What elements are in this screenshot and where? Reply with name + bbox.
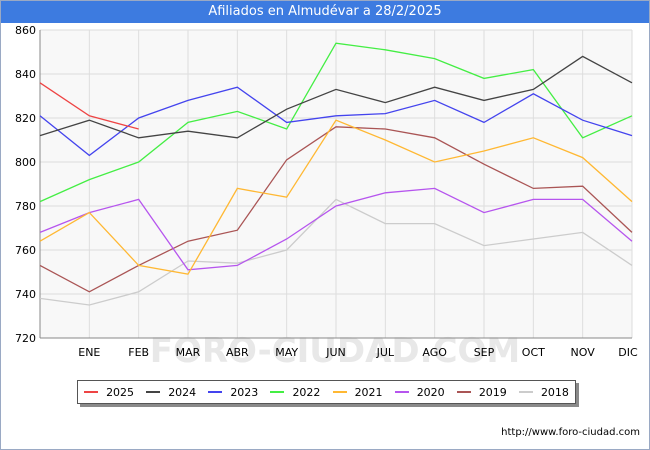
legend-swatch bbox=[332, 391, 347, 393]
x-tick-label: OCT bbox=[522, 346, 545, 359]
y-tick-label: 820 bbox=[15, 112, 36, 125]
series-line-2025 bbox=[39, 82, 139, 130]
y-tick-label: 760 bbox=[15, 244, 36, 257]
legend-swatch bbox=[518, 391, 533, 393]
y-tick-label: 740 bbox=[15, 288, 36, 301]
legend-item-2025: 2025 bbox=[84, 386, 134, 399]
legend-label: 2024 bbox=[168, 385, 197, 399]
x-tick-label: JUN bbox=[325, 346, 346, 359]
legend-item-2020: 2020 bbox=[394, 385, 445, 399]
legend-item-2019: 2019 bbox=[456, 385, 507, 399]
x-tick-label: AGO bbox=[422, 346, 447, 359]
legend-swatch bbox=[208, 391, 223, 393]
chart-title: Afiliados en Almudévar a 28/2/2025 bbox=[1, 1, 649, 23]
legend-label: 2018 bbox=[540, 385, 569, 399]
series-line-2023 bbox=[39, 86, 633, 157]
legend-swatch bbox=[270, 391, 285, 393]
series-line-2018 bbox=[39, 198, 633, 306]
x-tick-label: NOV bbox=[571, 346, 596, 359]
x-tick-label: JUL bbox=[376, 346, 395, 359]
y-tick-label: 800 bbox=[15, 156, 36, 169]
x-tick-label: MAR bbox=[176, 346, 201, 359]
series-line-2020 bbox=[39, 187, 633, 271]
y-tick-label: 720 bbox=[15, 332, 36, 345]
legend-swatch bbox=[394, 391, 409, 393]
legend-item-2021: 2021 bbox=[332, 385, 383, 399]
legend-item-2023: 2023 bbox=[208, 386, 258, 399]
legend-item-2022: 2022 bbox=[270, 386, 320, 399]
x-tick-label: MAY bbox=[275, 346, 298, 359]
legend-label: 2025 bbox=[106, 385, 135, 399]
y-tick-label: 840 bbox=[15, 68, 36, 81]
x-tick-label: SEP bbox=[474, 346, 495, 359]
source-url: http://www.foro-ciudad.com bbox=[501, 427, 640, 438]
legend-label: 2023 bbox=[230, 385, 259, 399]
legend-label: 2021 bbox=[354, 385, 383, 399]
series-line-2021 bbox=[39, 119, 633, 275]
y-tick-label: 860 bbox=[15, 24, 36, 37]
legend-swatch bbox=[146, 391, 161, 393]
series-line-2022 bbox=[39, 42, 633, 203]
x-tick-label: DIC bbox=[618, 346, 638, 359]
legend-swatch bbox=[84, 391, 99, 393]
legend-item-2018: 2018 bbox=[518, 385, 569, 399]
y-tick-label: 780 bbox=[15, 200, 36, 213]
chart-legend: 2025 2024 2023 2022 2021 2020 2019 2018 bbox=[77, 380, 576, 404]
legend-item-2024: 2024 bbox=[146, 386, 196, 399]
series-line-2024 bbox=[39, 55, 633, 139]
legend-label: 2019 bbox=[478, 385, 507, 399]
legend-swatch bbox=[456, 391, 471, 393]
legend-label: 2020 bbox=[416, 385, 445, 399]
x-tick-label: ENE bbox=[78, 346, 100, 359]
legend-label: 2022 bbox=[292, 385, 321, 399]
x-tick-label: ABR bbox=[226, 346, 249, 359]
x-tick-label: FEB bbox=[128, 346, 149, 359]
